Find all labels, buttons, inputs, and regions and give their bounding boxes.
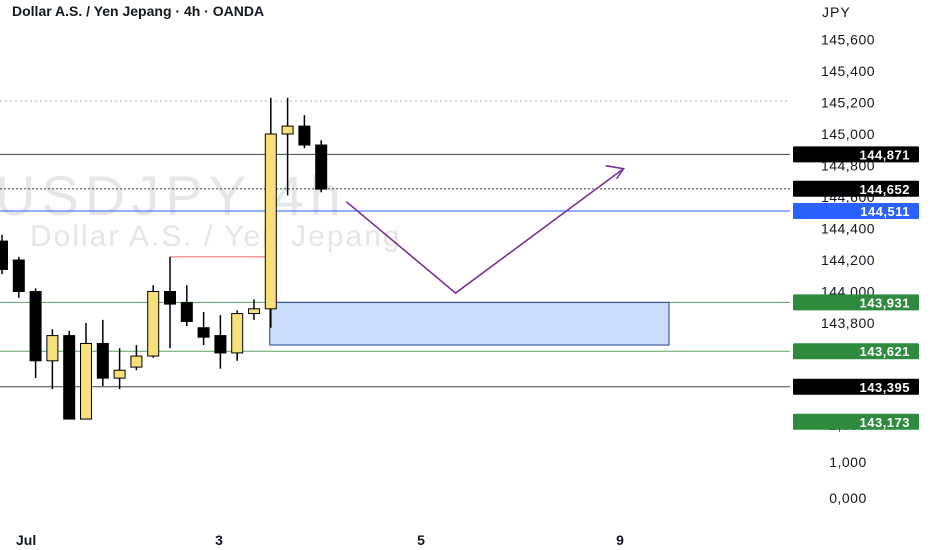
demand-zone-group: [269, 301, 670, 346]
price-tag-label: 144,511: [860, 204, 910, 219]
price-tick-label: 145,200: [821, 95, 875, 111]
candle-bear: [96, 342, 109, 379]
candle-bear: [63, 335, 76, 420]
price-tag-box: [793, 378, 919, 395]
candle-bear: [298, 125, 311, 146]
candle-bear: [29, 291, 42, 362]
candle-bull: [80, 342, 92, 420]
candle-bull: [281, 125, 294, 135]
candles-group: [0, 97, 328, 420]
price-tag-label: 143,621: [860, 344, 911, 359]
candle-bear: [0, 240, 8, 270]
candle-bull: [231, 313, 244, 354]
time-tick-label: 3: [215, 532, 223, 548]
price-tag-label: 143,173: [860, 415, 911, 430]
watermark-subtitle: Dollar A.S. / Yen Jepang: [30, 220, 402, 253]
price-tag-box: [793, 343, 919, 360]
chart-title: Dollar A.S. / Yen Jepang · 4h · OANDA: [12, 3, 265, 19]
time-axis[interactable]: Jul 3 5 9: [16, 532, 624, 548]
price-tag-box: [793, 413, 919, 430]
price-tick-label: 143,800: [821, 315, 875, 331]
price-tick-label: 144,200: [821, 252, 875, 268]
price-axis[interactable]: 145,600145,400145,200145,000144,800144,6…: [821, 32, 875, 507]
time-tick-label: 9: [616, 532, 624, 548]
candle-bear: [214, 335, 227, 354]
projection-group: [345, 164, 625, 295]
demand-zone: [269, 301, 670, 346]
price-tag-label: 143,931: [860, 295, 911, 310]
candle-bear: [197, 327, 210, 338]
candle-bull: [113, 369, 126, 379]
time-tick-label: 5: [417, 532, 425, 548]
price-tags: 144,871 144,652 144,511 143,931 143,621 143,3…: [793, 146, 919, 430]
indicator-tick-label: 0,000: [829, 490, 867, 506]
time-tick-label: Jul: [16, 532, 36, 548]
price-tag-label: 144,871: [860, 147, 911, 162]
candle-bull: [130, 355, 143, 368]
candle-bull: [46, 335, 59, 362]
candle-bear: [164, 291, 176, 305]
candle-bull: [248, 308, 260, 315]
price-tag-label: 143,395: [860, 380, 911, 395]
watermark-symbol: USDJPY 4h: [0, 164, 347, 227]
currency-unit: JPY: [822, 4, 851, 20]
candle-bear: [180, 302, 193, 322]
candle-bear: [12, 259, 25, 292]
price-tag-box: [793, 180, 919, 197]
candle-bull: [264, 133, 277, 310]
price-tag-box: [793, 203, 919, 220]
candle-bear: [315, 144, 328, 190]
price-tick-label: 145,000: [821, 126, 875, 142]
projection-path: [345, 168, 625, 295]
price-tick-label: 145,600: [821, 32, 875, 48]
price-tag-box: [793, 294, 919, 311]
indicator-tick-label: 1,000: [829, 454, 867, 470]
price-tag-box: [793, 146, 919, 163]
projection-arrowhead: [605, 164, 625, 180]
candle-bull: [147, 291, 160, 357]
price-tick-label: 145,400: [821, 63, 875, 79]
price-tick-label: 144,400: [821, 221, 875, 237]
price-tag-label: 144,652: [860, 182, 911, 197]
